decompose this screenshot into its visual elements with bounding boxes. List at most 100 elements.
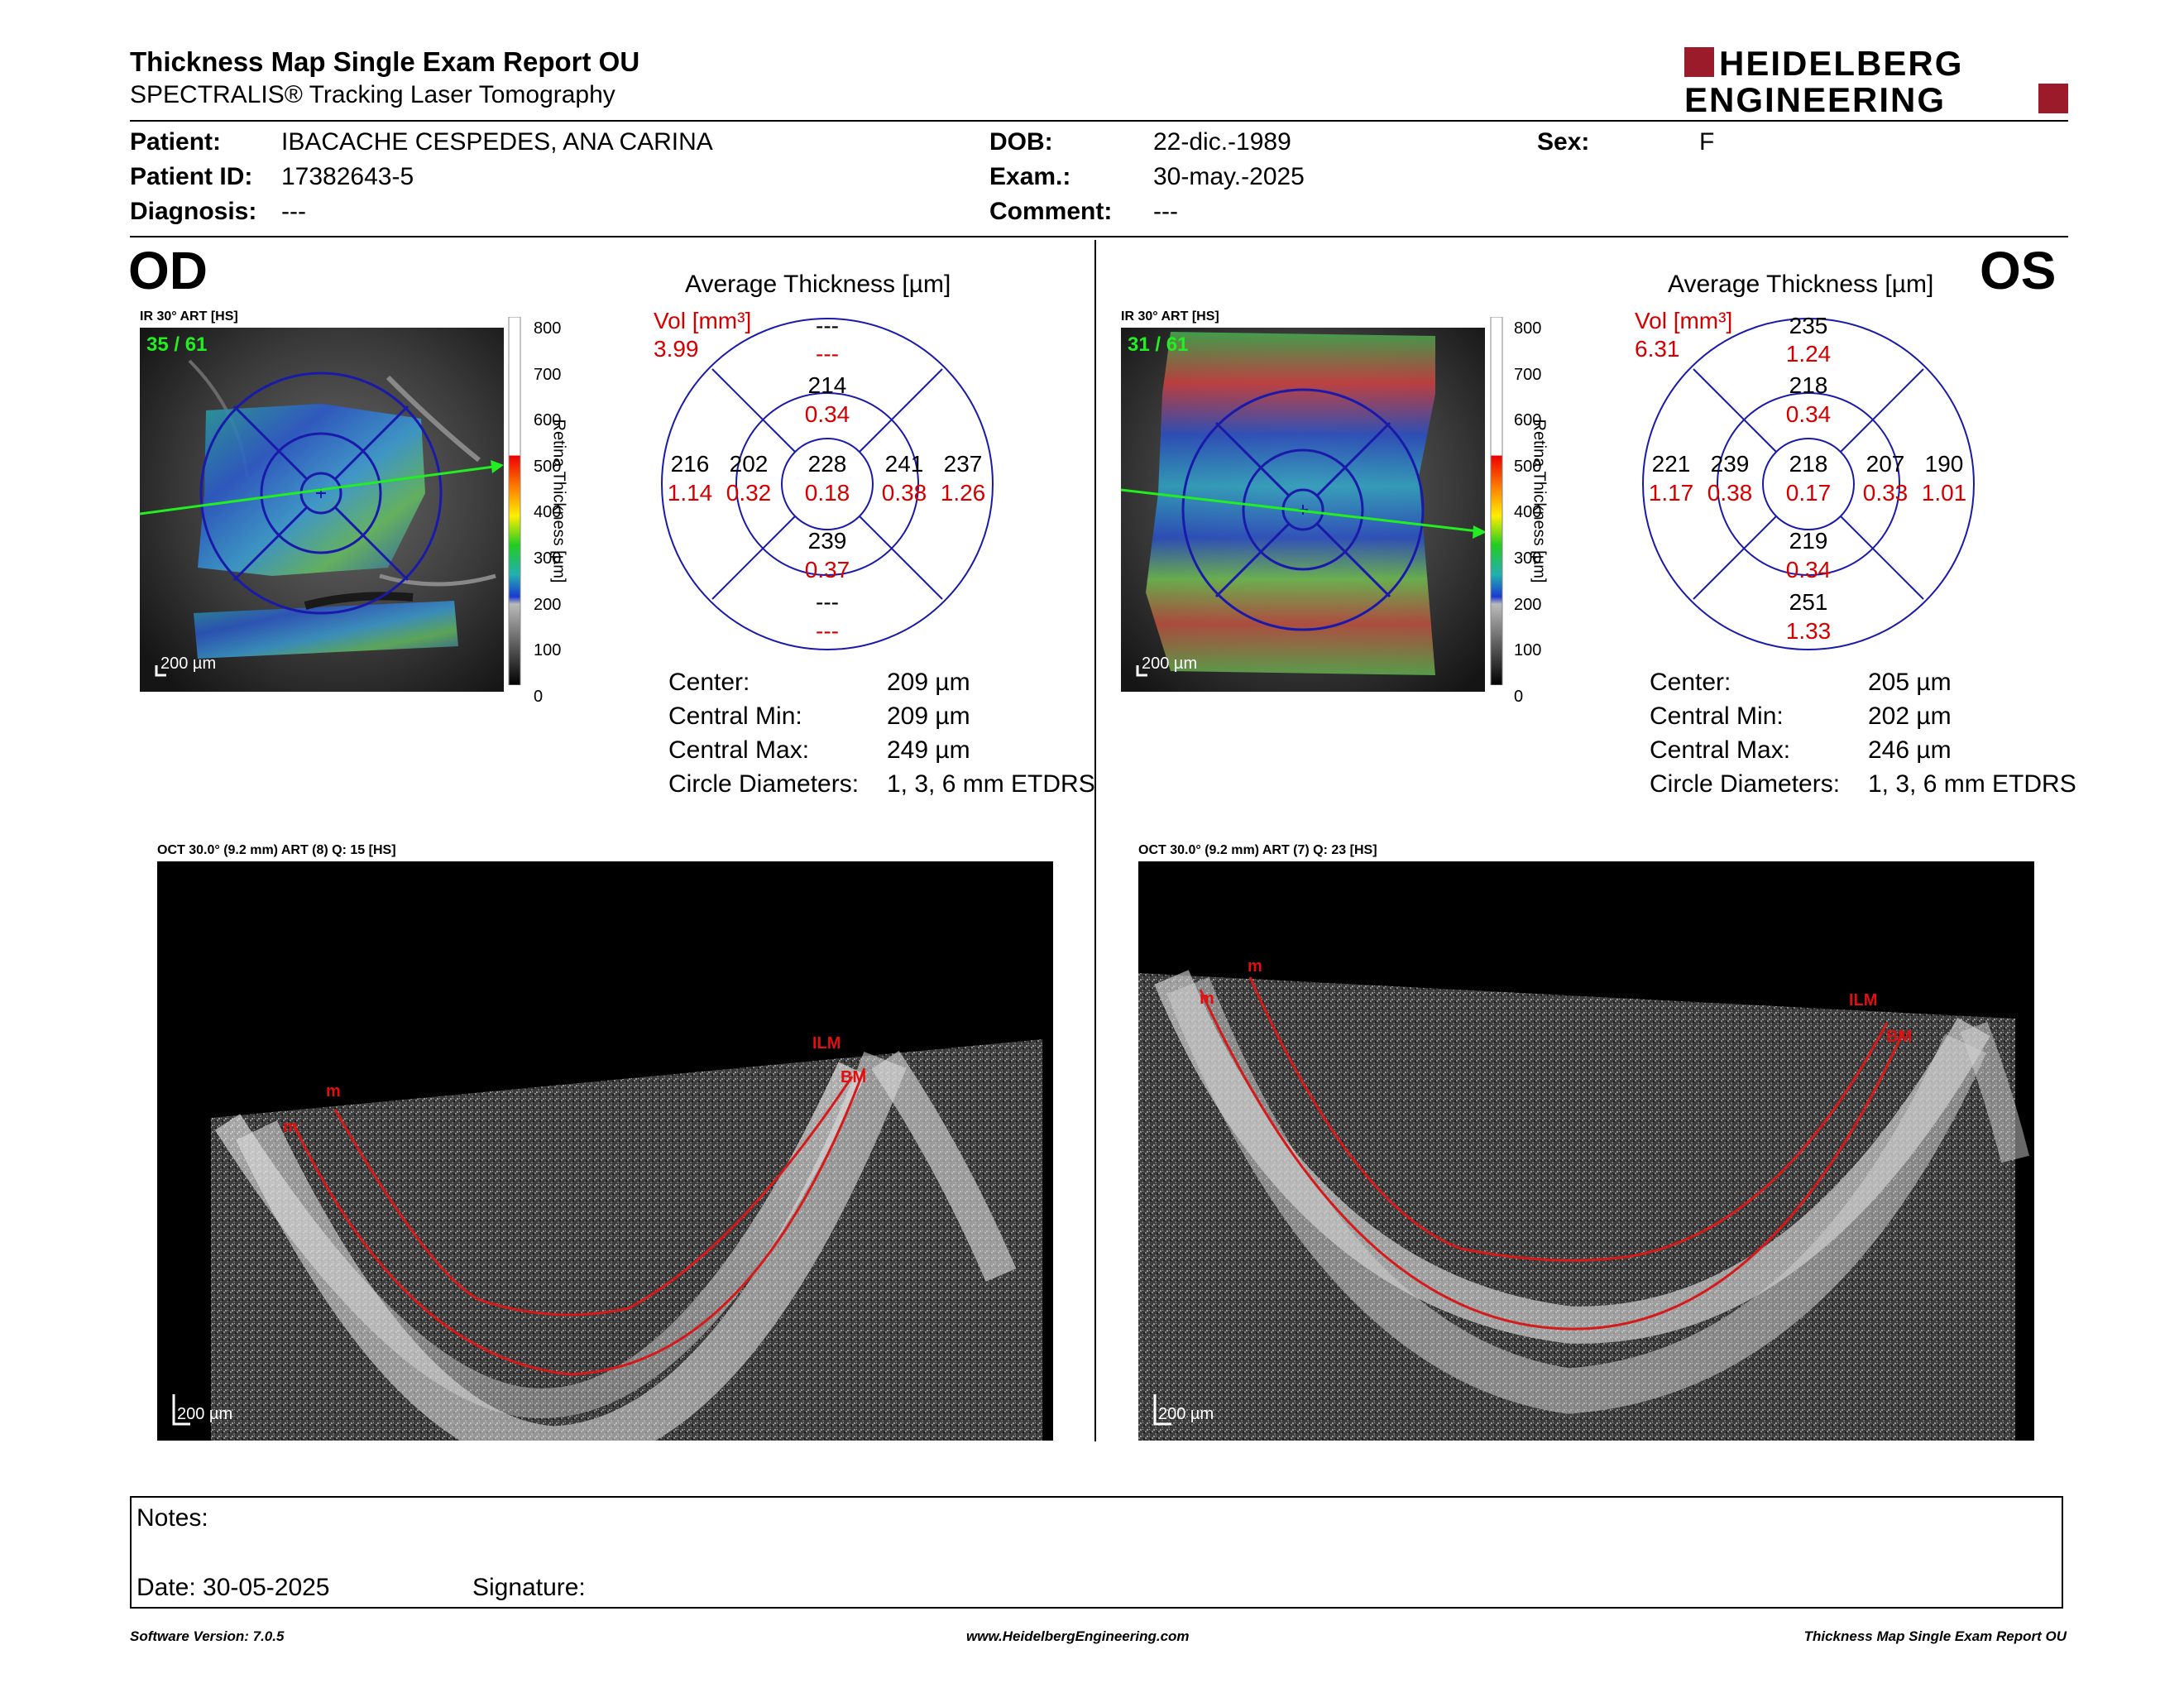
od-inner-top: 214	[807, 372, 847, 398]
os-ir-label: IR 30° ART [HS]	[1121, 309, 1219, 324]
dob-label: DOB:	[989, 128, 1053, 156]
od-outer-bottom: ---	[816, 589, 839, 615]
date-label: Date: 30-05-2025	[136, 1574, 330, 1601]
signature-label: Signature:	[472, 1574, 586, 1601]
header-divider	[130, 120, 2068, 122]
sex-value: F	[1699, 128, 1715, 156]
os-inner-right: 207	[1866, 451, 1905, 477]
os-inner-top-vol: 0.34	[1785, 401, 1832, 427]
od-outer-right-vol: 1.26	[940, 480, 986, 506]
od-inner-top-vol: 0.34	[804, 401, 850, 427]
os-inner-top: 218	[1789, 372, 1828, 398]
exam-value: 30-may.-2025	[1153, 163, 1305, 190]
comment-value: ---	[1153, 198, 1178, 225]
od-inner-right: 241	[884, 451, 924, 477]
os-m-label-1: m	[1248, 957, 1262, 976]
diagnosis-label: Diagnosis:	[130, 198, 257, 225]
os-etdrs-grid	[1639, 314, 1978, 654]
os-colorbar-title: Retina Thickness [µm]	[1530, 419, 1549, 583]
os-colorbar	[1489, 316, 1522, 686]
od-m-label-2: m	[283, 1118, 298, 1136]
os-oct-label: OCT 30.0° (9.2 mm) ART (7) Q: 23 [HS]	[1138, 843, 1377, 857]
website-link[interactable]: www.HeidelbergEngineering.com	[966, 1628, 1190, 1644]
patient-name: IBACACHE CESPEDES, ANA CARINA	[281, 128, 713, 156]
os-center: 218	[1789, 451, 1828, 477]
od-oct-label: OCT 30.0° (9.2 mm) ART (8) Q: 15 [HS]	[157, 843, 396, 857]
os-inner-left: 239	[1710, 451, 1750, 477]
od-frame-counter: 35 / 61	[146, 333, 208, 356]
os-outer-right-vol: 1.01	[1921, 480, 1967, 506]
os-fundus-map	[1120, 328, 1487, 692]
diagnosis-value: ---	[281, 198, 306, 225]
os-inner-left-vol: 0.38	[1707, 480, 1753, 506]
od-etdrs-grid	[658, 314, 997, 654]
comment-label: Comment:	[989, 198, 1113, 225]
eye-divider	[1094, 240, 1096, 1441]
os-map-scale: 200 µm	[1142, 655, 1198, 673]
od-colorbar	[507, 316, 598, 686]
os-inner-bottom: 219	[1789, 528, 1828, 554]
report-subtitle: SPECTRALIS® Tracking Laser Tomography	[130, 81, 615, 108]
os-outer-top: 235	[1789, 313, 1828, 338]
os-ilm-label: ILM	[1849, 991, 1878, 1009]
od-ilm-label: ILM	[812, 1034, 841, 1053]
os-oct-scale: 200 µm	[1158, 1405, 1214, 1423]
svg-text:ENGINEERING: ENGINEERING	[1684, 80, 1946, 116]
heidelberg-logo: HEIDELBERG ENGINEERING	[1684, 44, 2068, 119]
os-avg-title: Average Thickness [µm]	[1668, 271, 1934, 298]
patient-id-label: Patient ID:	[130, 163, 253, 190]
os-m-label-2: m	[1200, 990, 1214, 1008]
od-ir-label: IR 30° ART [HS]	[140, 309, 238, 324]
od-vol-total: 3.99	[654, 336, 699, 362]
notes-box[interactable]: Notes: Date: 30-05-2025 Signature:	[130, 1496, 2063, 1609]
patient-id: 17382643-5	[281, 163, 414, 190]
od-avg-title: Average Thickness [µm]	[685, 271, 951, 298]
od-center-vol: 0.18	[804, 480, 850, 506]
od-m-label-1: m	[326, 1082, 341, 1101]
os-stats-values: 205 µm 202 µm 246 µm 1, 3, 6 mm ETDRS	[1868, 669, 2076, 798]
os-outer-bottom-vol: 1.33	[1785, 618, 1832, 644]
od-outer-left-vol: 1.14	[667, 480, 713, 506]
od-outer-bottom-vol: ---	[816, 618, 839, 644]
od-eye-label: OD	[128, 241, 208, 300]
os-vol-total: 6.31	[1635, 336, 1680, 362]
od-outer-left: 216	[670, 451, 710, 477]
sex-label: Sex:	[1537, 128, 1590, 156]
os-stats-labels: Center: Central Min: Central Max: Circle…	[1650, 669, 1841, 798]
os-outer-top-vol: 1.24	[1785, 341, 1832, 367]
os-oct-scan	[1138, 861, 2034, 1441]
od-stats-labels: Center: Central Min: Central Max: Circle…	[668, 669, 860, 798]
report-title: Thickness Map Single Exam Report OU	[130, 46, 640, 77]
od-fundus-map	[139, 328, 504, 692]
od-stats-values: 209 µm 209 µm 249 µm 1, 3, 6 mm ETDRS	[887, 669, 1095, 798]
od-colorbar-ticks: 800 700 600 500 400 300 200 100 0	[534, 319, 562, 706]
od-vol-label: Vol [mm³]	[654, 308, 752, 333]
os-center-vol: 0.17	[1785, 480, 1832, 506]
od-colorbar-title: Retina Thickness [µm]	[549, 419, 568, 583]
os-bm-label: BM	[1886, 1028, 1913, 1046]
os-outer-left: 221	[1651, 451, 1691, 477]
software-version: Software Version: 7.0.5	[130, 1628, 285, 1644]
od-outer-top: ---	[816, 313, 839, 338]
os-outer-right: 190	[1924, 451, 1964, 477]
od-inner-bottom: 239	[807, 528, 847, 554]
od-oct-scale: 200 µm	[177, 1405, 233, 1423]
os-inner-right-vol: 0.33	[1862, 480, 1909, 506]
od-oct-scan	[157, 861, 1053, 1472]
patient-divider	[130, 236, 2068, 237]
od-inner-left-vol: 0.32	[726, 480, 772, 506]
od-map-scale: 200 µm	[160, 655, 217, 673]
os-outer-left-vol: 1.17	[1648, 480, 1694, 506]
os-inner-bottom-vol: 0.34	[1785, 557, 1832, 583]
notes-label: Notes:	[136, 1504, 208, 1532]
exam-label: Exam.:	[989, 163, 1071, 190]
od-outer-top-vol: ---	[816, 341, 839, 367]
od-outer-right: 237	[943, 451, 983, 477]
svg-text:HEIDELBERG: HEIDELBERG	[1719, 45, 1963, 83]
od-inner-right-vol: 0.38	[881, 480, 927, 506]
os-vol-label: Vol [mm³]	[1635, 308, 1733, 333]
od-inner-bottom-vol: 0.37	[804, 557, 850, 583]
dob-value: 22-dic.-1989	[1153, 128, 1291, 156]
os-colorbar-ticks: 800 700 600 500 400 300 200 100 0	[1514, 319, 1542, 706]
os-eye-label: OS	[1980, 241, 2057, 300]
